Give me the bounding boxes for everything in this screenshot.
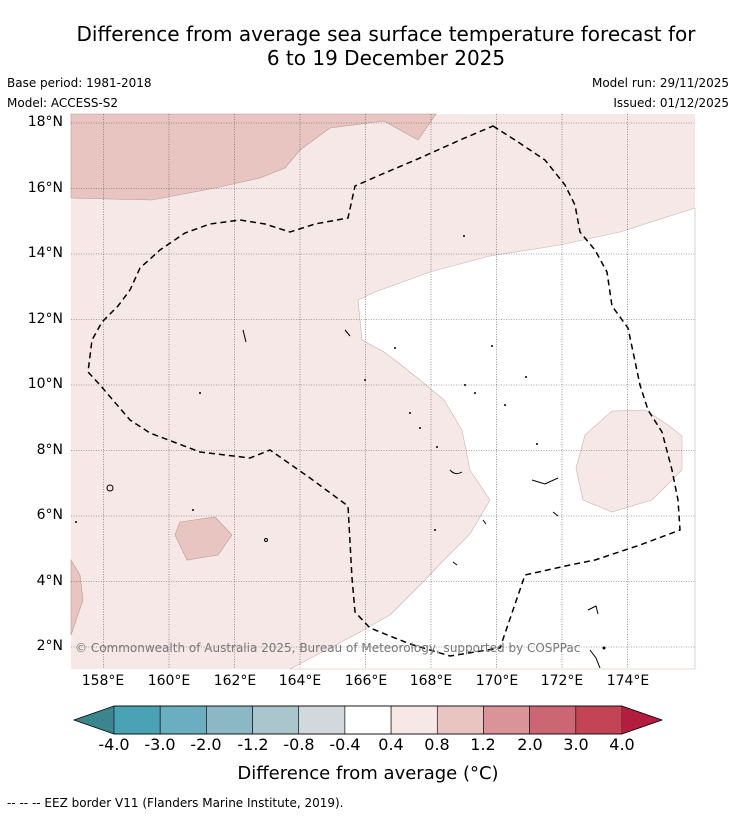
colorbar-segment [159,705,207,735]
islet [463,235,465,237]
copyright-notice: © Commonwealth of Australia 2025, Bureau… [75,641,581,655]
meta-left: Base period: 1981-2018 Model: ACCESS-S2 [7,73,152,113]
colorbar [72,705,664,735]
lon-label: 166°E [344,673,388,689]
colorbar-tick-label: -2.0 [190,735,222,754]
lat-label: 16°N [27,180,63,196]
issued-date: Issued: 01/12/2025 [613,96,729,110]
atoll [531,477,559,485]
title-line-1: Difference from average sea surface temp… [76,22,696,46]
colorbar-segment [390,705,438,735]
model-name: Model: ACCESS-S2 [7,96,119,110]
lon-label: 162°E [213,673,257,689]
colorbar-tick-label: 1.2 [470,735,496,754]
lat-label: 8°N [36,442,63,458]
colorbar-tick-label: -0.8 [283,735,315,754]
lon-label: 158°E [81,673,125,689]
colorbar-extend-low [74,706,114,734]
colorbar-segment [113,705,161,735]
model-run: Model run: 29/11/2025 [591,76,729,90]
eez-border [87,125,681,657]
colorbar-segment [483,705,530,735]
colorbar-segment [252,705,300,735]
islets [75,235,606,650]
colorbar-segment [206,705,253,735]
anomaly-fill-east-patch [575,409,683,513]
colorbar-extend-high [622,706,662,734]
islet [192,509,194,511]
islet [436,446,438,448]
lon-label: 172°E [540,673,584,689]
lon-label: 174°E [606,673,650,689]
anomaly-fill-west-edge [70,558,84,636]
atoll [482,519,487,525]
islet [474,392,476,394]
islet [419,427,421,429]
lon-label: 170°E [475,673,519,689]
island [264,538,268,542]
colorbar-tick-label: 2.0 [517,735,543,754]
lat-label: 10°N [27,376,63,392]
chart-title: Difference from average sea surface temp… [30,22,736,70]
colorbar-tick-label: 0.8 [424,735,450,754]
islet [199,392,201,394]
colorbar-title: Difference from average (°C) [237,763,499,784]
lon-label: 164°E [278,673,322,689]
islet [491,345,493,347]
atoll [587,605,599,615]
lon-label: 160°E [147,673,191,689]
lat-label: 2°N [36,638,63,654]
colorbar-tick-label: 4.0 [609,735,635,754]
atoll [589,649,601,669]
lat-label: 14°N [27,245,63,261]
colorbar-tick-label: 0.4 [378,735,404,754]
islet [536,443,538,445]
islet [75,521,77,523]
islet [504,404,506,406]
colorbar-segment [436,705,484,735]
colorbar-tick-label: 3.0 [563,735,589,754]
islet [394,347,396,349]
meta-right: Model run: 29/11/2025 Issued: 01/12/2025 [592,73,729,113]
islet [434,529,436,531]
islet [602,646,606,650]
colorbar-tick-label: -0.4 [329,735,361,754]
base-period: Base period: 1981-2018 [7,76,152,90]
lat-label: 18°N [27,114,63,130]
colorbar-tick-label: -4.0 [98,735,130,754]
colorbar-segments [113,705,623,735]
island [106,484,114,492]
islet [464,384,466,386]
atoll [449,469,463,475]
colorbar-segment [298,705,346,735]
eez-legend-note: -- -- -- EEZ border V11 (Flanders Marine… [7,796,344,810]
islands [106,329,601,669]
colorbar-tick-label: -3.0 [144,735,176,754]
colorbar-segment [529,705,577,735]
atoll [452,561,458,566]
colorbar-outline [72,705,664,735]
title-line-2: 6 to 19 December 2025 [266,46,506,70]
islet [409,412,411,414]
graticule [71,114,695,669]
anomaly-fill-neutral [289,207,696,670]
islet [364,379,366,381]
colorbar-tick-label: -1.2 [237,735,269,754]
atoll [242,329,247,343]
lat-label: 12°N [27,311,63,327]
map-area [70,113,696,670]
lat-label: 4°N [36,573,63,589]
lat-label: 6°N [36,507,63,523]
colorbar-segment [575,705,623,735]
islet [525,376,527,378]
anomaly-fill-south-patch [174,516,233,561]
lon-label: 168°E [409,673,453,689]
atoll [552,511,559,517]
atoll [344,329,351,337]
colorbar-segment [344,705,392,735]
